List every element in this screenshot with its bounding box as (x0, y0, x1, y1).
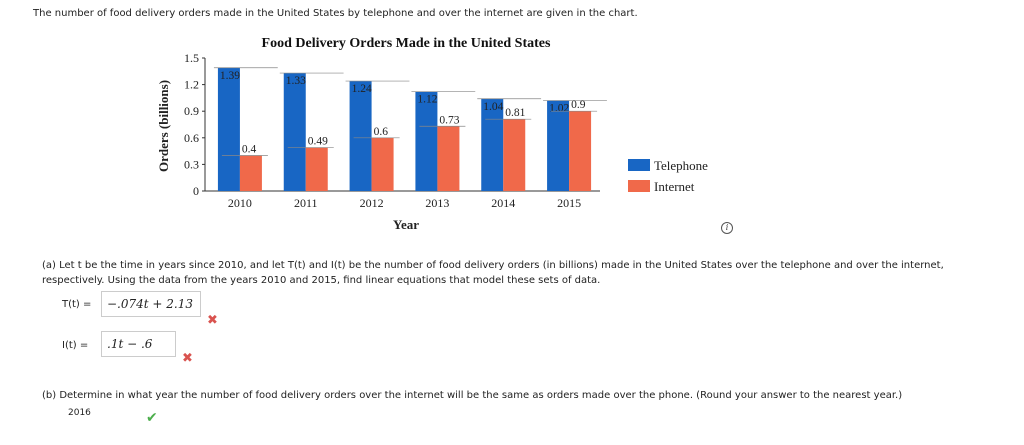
x-tick-label: 2011 (294, 196, 318, 210)
y-tick-label: 0 (193, 184, 199, 198)
x-tick-label: 2015 (557, 196, 581, 210)
t-label: T(t) = (62, 299, 92, 310)
legend-internet-swatch (628, 180, 650, 192)
x-axis-label: Year (393, 217, 419, 232)
bar-internet-2011 (305, 147, 328, 191)
bar-internet-2012 (371, 137, 394, 191)
part-b-question: (b) Determine in what year the number of… (42, 390, 903, 401)
info-icon[interactable]: i (721, 222, 733, 234)
data-label-telephone: 1.12 (417, 94, 437, 106)
i-label: I(t) = (62, 340, 89, 351)
i-incorrect-icon: ✖ (182, 351, 193, 366)
part-b-correct-icon: ✔ (146, 410, 158, 426)
bar-telephone-2010 (217, 67, 240, 191)
data-label-internet: 0.81 (505, 107, 525, 119)
part-b-answer[interactable]: 2016 (68, 408, 91, 418)
bar-internet-2014 (503, 119, 526, 191)
bar-internet-2015 (569, 111, 592, 191)
chart-legend: Telephone Internet (628, 158, 708, 194)
bar-telephone-2012 (349, 81, 372, 191)
x-tick-label: 2013 (425, 196, 449, 210)
data-label-telephone: 1.24 (352, 83, 372, 95)
bar-internet-2010 (239, 155, 262, 191)
data-label-telephone: 1.02 (549, 103, 569, 115)
bar-telephone-2011 (283, 73, 306, 191)
bar-telephone-2014 (481, 98, 504, 191)
bar-telephone-2013 (415, 91, 438, 191)
y-tick-label: 0.6 (184, 131, 199, 145)
x-tick-label: 2014 (491, 196, 515, 210)
data-label-telephone: 1.04 (483, 101, 503, 113)
bar-chart: Food Delivery Orders Made in the United … (156, 36, 708, 232)
intro-text: The number of food delivery orders made … (33, 8, 638, 19)
data-label-telephone: 1.39 (220, 70, 240, 82)
i-answer-field[interactable]: .1t − .6 (101, 331, 176, 357)
data-label-telephone: 1.33 (286, 75, 306, 87)
data-label-internet: 0.73 (439, 114, 459, 126)
y-tick-label: 0.9 (184, 104, 199, 118)
legend-telephone-label: Telephone (654, 158, 708, 173)
data-label-internet: 0.49 (308, 136, 328, 148)
t-answer-field[interactable]: −.074t + 2.13 (101, 291, 201, 317)
data-label-internet: 0.6 (374, 126, 389, 138)
bar-internet-2013 (437, 126, 460, 191)
y-axis-label: Orders (billions) (156, 80, 171, 172)
legend-internet-label: Internet (654, 179, 695, 194)
bar-telephone-2015 (547, 100, 570, 191)
data-label-internet: 0.4 (242, 144, 257, 156)
y-tick-label: 1.2 (184, 78, 199, 92)
t-incorrect-icon: ✖ (207, 313, 218, 328)
y-tick-label: 1.5 (184, 51, 199, 65)
legend-telephone-swatch (628, 159, 650, 171)
data-label-internet: 0.9 (571, 99, 586, 111)
y-tick-label: 0.3 (184, 157, 199, 171)
chart-title: Food Delivery Orders Made in the United … (262, 36, 551, 51)
part-a-question: (a) Let t be the time in years since 201… (42, 260, 944, 286)
x-tick-label: 2010 (228, 196, 252, 210)
x-tick-label: 2012 (360, 196, 384, 210)
